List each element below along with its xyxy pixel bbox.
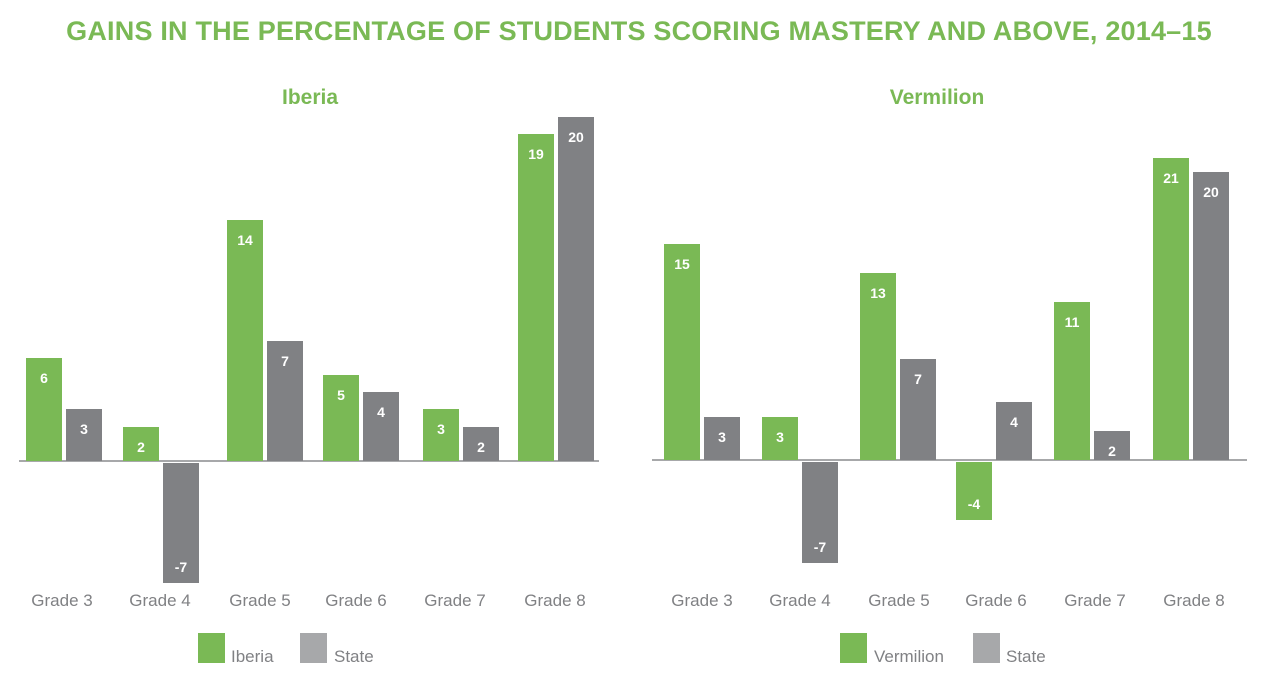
legend-label-district: Iberia bbox=[231, 647, 274, 666]
iberia-chart-panel: Iberia 6 3 2 -7 14 7 5 4 3 2 19 20 Grade 3 Grade 4 Gr… bbox=[0, 0, 620, 690]
legend-label-state: State bbox=[334, 647, 374, 666]
bar-value-label: 3 bbox=[776, 428, 784, 445]
bar-value-label: 6 bbox=[40, 369, 48, 386]
state-bar: 20 bbox=[558, 117, 594, 461]
state-bar: -7 bbox=[163, 463, 199, 584]
vermilion-chart-panel: Vermilion 15 3 3 -7 13 7 -4 4 11 2 21 20 Grade 3 Gra… bbox=[620, 0, 1278, 690]
bar-value-label: 2 bbox=[137, 438, 145, 455]
district-bar: 14 bbox=[227, 220, 263, 461]
state-bar: 4 bbox=[363, 392, 399, 461]
state-bar: 2 bbox=[1094, 431, 1130, 460]
chart-title: GAINS IN THE PERCENTAGE OF STUDENTS SCOR… bbox=[66, 16, 1212, 46]
x-axis-tick-label: Grade 4 bbox=[129, 591, 191, 610]
state-bar: 3 bbox=[66, 409, 102, 461]
bar-value-label: 3 bbox=[80, 421, 88, 438]
x-axis-tick-label: Grade 7 bbox=[1064, 591, 1126, 610]
state-bar: 7 bbox=[267, 340, 303, 461]
bar-value-label: -4 bbox=[967, 495, 981, 512]
x-axis-tick-label: Grade 5 bbox=[868, 591, 930, 610]
district-bar: 5 bbox=[323, 375, 359, 461]
bar-value-label: 3 bbox=[718, 428, 726, 445]
district-bar: 15 bbox=[664, 244, 700, 460]
legend-swatch-district bbox=[840, 633, 867, 663]
bar-value-label: 5 bbox=[337, 387, 345, 403]
panel-subtitle: Vermilion bbox=[889, 86, 985, 109]
bar-value-label: 14 bbox=[237, 232, 253, 249]
bar-value-label: 2 bbox=[477, 438, 485, 455]
x-axis-tick-label: Grade 3 bbox=[671, 591, 733, 610]
zero-axis-line bbox=[652, 459, 1247, 461]
bar-value-label: -7 bbox=[813, 538, 827, 555]
x-axis-tick-label: Grade 7 bbox=[424, 591, 486, 610]
x-axis-tick-label: Grade 8 bbox=[524, 591, 586, 610]
state-bar: -7 bbox=[802, 462, 838, 563]
bar-value-label: -7 bbox=[174, 559, 188, 576]
bar-value-label: 4 bbox=[377, 404, 385, 421]
x-axis-tick-label: Grade 3 bbox=[31, 591, 93, 610]
legend-swatch-state bbox=[973, 633, 1000, 663]
legend: Vermilion State bbox=[840, 633, 1080, 666]
bar-value-label: 19 bbox=[528, 146, 544, 163]
state-bar: 4 bbox=[996, 402, 1032, 460]
x-axis-tick-label: Grade 6 bbox=[325, 591, 387, 610]
bar-value-label: 3 bbox=[437, 421, 445, 438]
district-bar: 3 bbox=[423, 409, 459, 461]
district-bar: 6 bbox=[26, 357, 62, 461]
district-bar: 3 bbox=[762, 416, 798, 460]
district-bar: 2 bbox=[123, 426, 159, 461]
bar-value-label: 7 bbox=[281, 352, 289, 369]
legend-swatch-state bbox=[300, 633, 327, 663]
state-bar: 20 bbox=[1193, 172, 1229, 460]
legend-swatch-district bbox=[198, 633, 225, 663]
district-bar: 13 bbox=[860, 272, 896, 460]
bar-value-label: 20 bbox=[568, 129, 584, 145]
district-bar: 19 bbox=[518, 134, 554, 461]
panel-subtitle: Iberia bbox=[281, 86, 339, 109]
x-axis-tick-label: Grade 4 bbox=[769, 591, 831, 610]
district-bar: 21 bbox=[1153, 157, 1189, 460]
legend-label-district: Vermilion bbox=[874, 647, 944, 666]
legend-label-state: State bbox=[1006, 647, 1046, 666]
bar-value-label: 7 bbox=[914, 371, 922, 388]
district-bar: 11 bbox=[1054, 301, 1090, 460]
state-bar: 2 bbox=[463, 426, 499, 461]
bar-value-label: 2 bbox=[1108, 443, 1116, 460]
bar-value-label: 11 bbox=[1064, 313, 1080, 330]
state-bar: 7 bbox=[900, 359, 936, 460]
x-axis-tick-label: Grade 6 bbox=[965, 591, 1027, 610]
state-bar: 3 bbox=[704, 416, 740, 460]
bar-value-label: 13 bbox=[870, 284, 886, 301]
bar-value-label: 4 bbox=[1010, 414, 1018, 431]
district-bar: -4 bbox=[956, 462, 992, 520]
bar-value-label: 21 bbox=[1163, 169, 1179, 186]
zero-axis-line bbox=[19, 460, 599, 462]
x-axis-tick-label: Grade 8 bbox=[1163, 591, 1225, 610]
x-axis-tick-label: Grade 5 bbox=[229, 591, 291, 610]
bar-value-label: 15 bbox=[674, 256, 690, 272]
bar-value-label: 20 bbox=[1203, 184, 1219, 200]
legend: Iberia State bbox=[198, 633, 398, 666]
